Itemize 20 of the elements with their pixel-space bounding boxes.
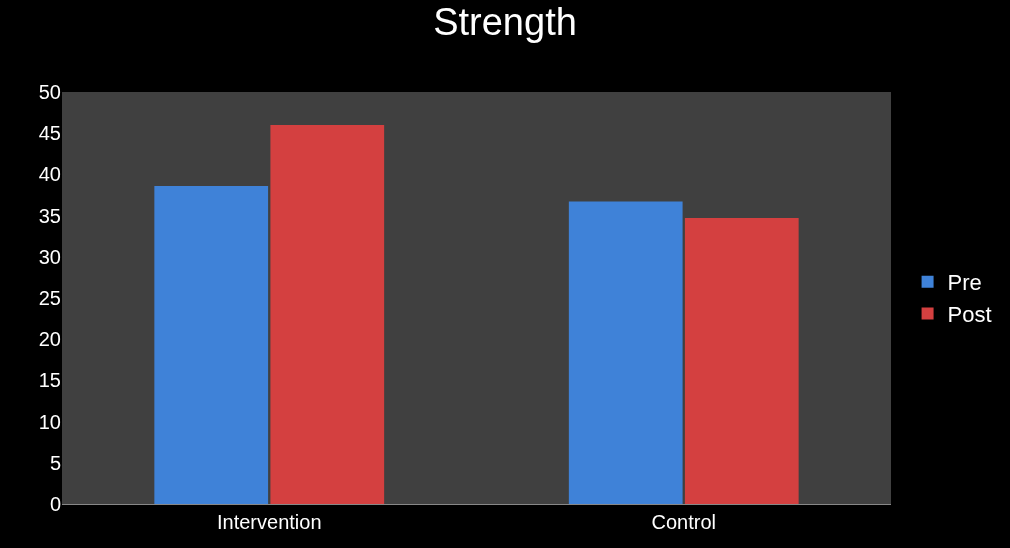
x-tick-label: Control xyxy=(651,511,716,533)
y-tick-label: 10 xyxy=(38,410,61,433)
y-tick-label: 35 xyxy=(38,204,61,227)
legend-label: Post xyxy=(947,301,992,327)
chart-title: Strength xyxy=(433,0,577,43)
y-tick-label: 40 xyxy=(38,163,61,186)
legend-label: Pre xyxy=(947,270,982,296)
bar xyxy=(270,124,385,504)
x-tick-label: Intervention xyxy=(216,511,322,533)
y-tick-label: 30 xyxy=(38,245,61,268)
y-tick-label: 0 xyxy=(49,493,61,515)
bar xyxy=(154,185,269,504)
y-tick-label: 50 xyxy=(38,81,61,103)
y-tick-label: 45 xyxy=(38,122,61,145)
bar xyxy=(684,218,799,504)
y-tick-label: 15 xyxy=(38,369,61,392)
bar xyxy=(568,201,683,504)
y-tick-label: 5 xyxy=(49,451,61,474)
y-tick-label: 20 xyxy=(38,328,61,351)
y-tick-label: 25 xyxy=(38,287,61,309)
